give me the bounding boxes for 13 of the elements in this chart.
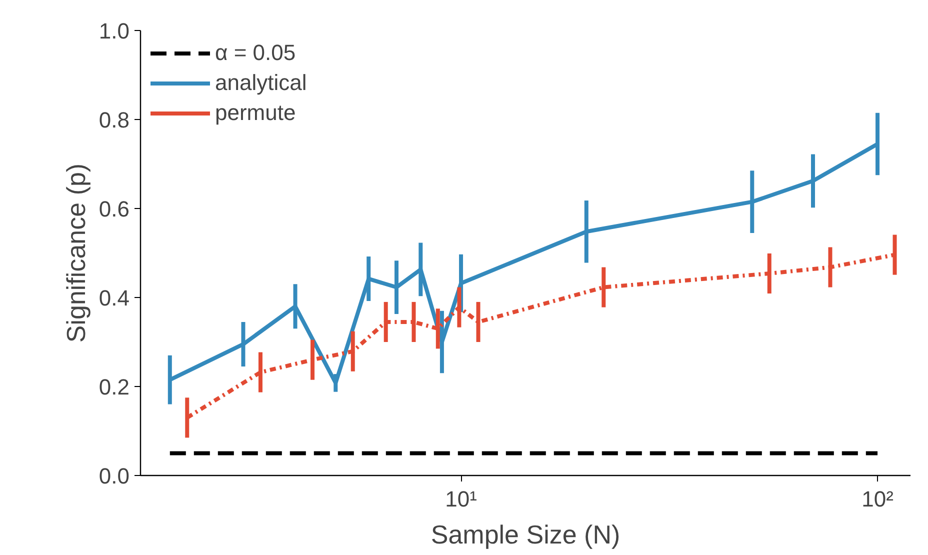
y-tick-label: 0.6	[98, 196, 130, 222]
y-tick-label: 0.2	[98, 374, 130, 400]
x-tick-label: 10¹	[445, 486, 477, 512]
legend-label: analytical	[215, 70, 307, 96]
y-tick-label: 0.4	[98, 286, 130, 310]
y-tick-label: 0.8	[98, 108, 130, 132]
x-axis-title: Sample Size (N)	[430, 520, 620, 550]
legend-label: α = 0.05	[215, 40, 296, 66]
y-tick-label: 1.0	[98, 18, 130, 44]
y-axis-title: Significance (p)	[60, 163, 91, 343]
y-tick-label: 0.0	[98, 464, 130, 488]
x-tick-label: 10²	[862, 486, 894, 512]
legend-label: permute	[215, 100, 296, 126]
